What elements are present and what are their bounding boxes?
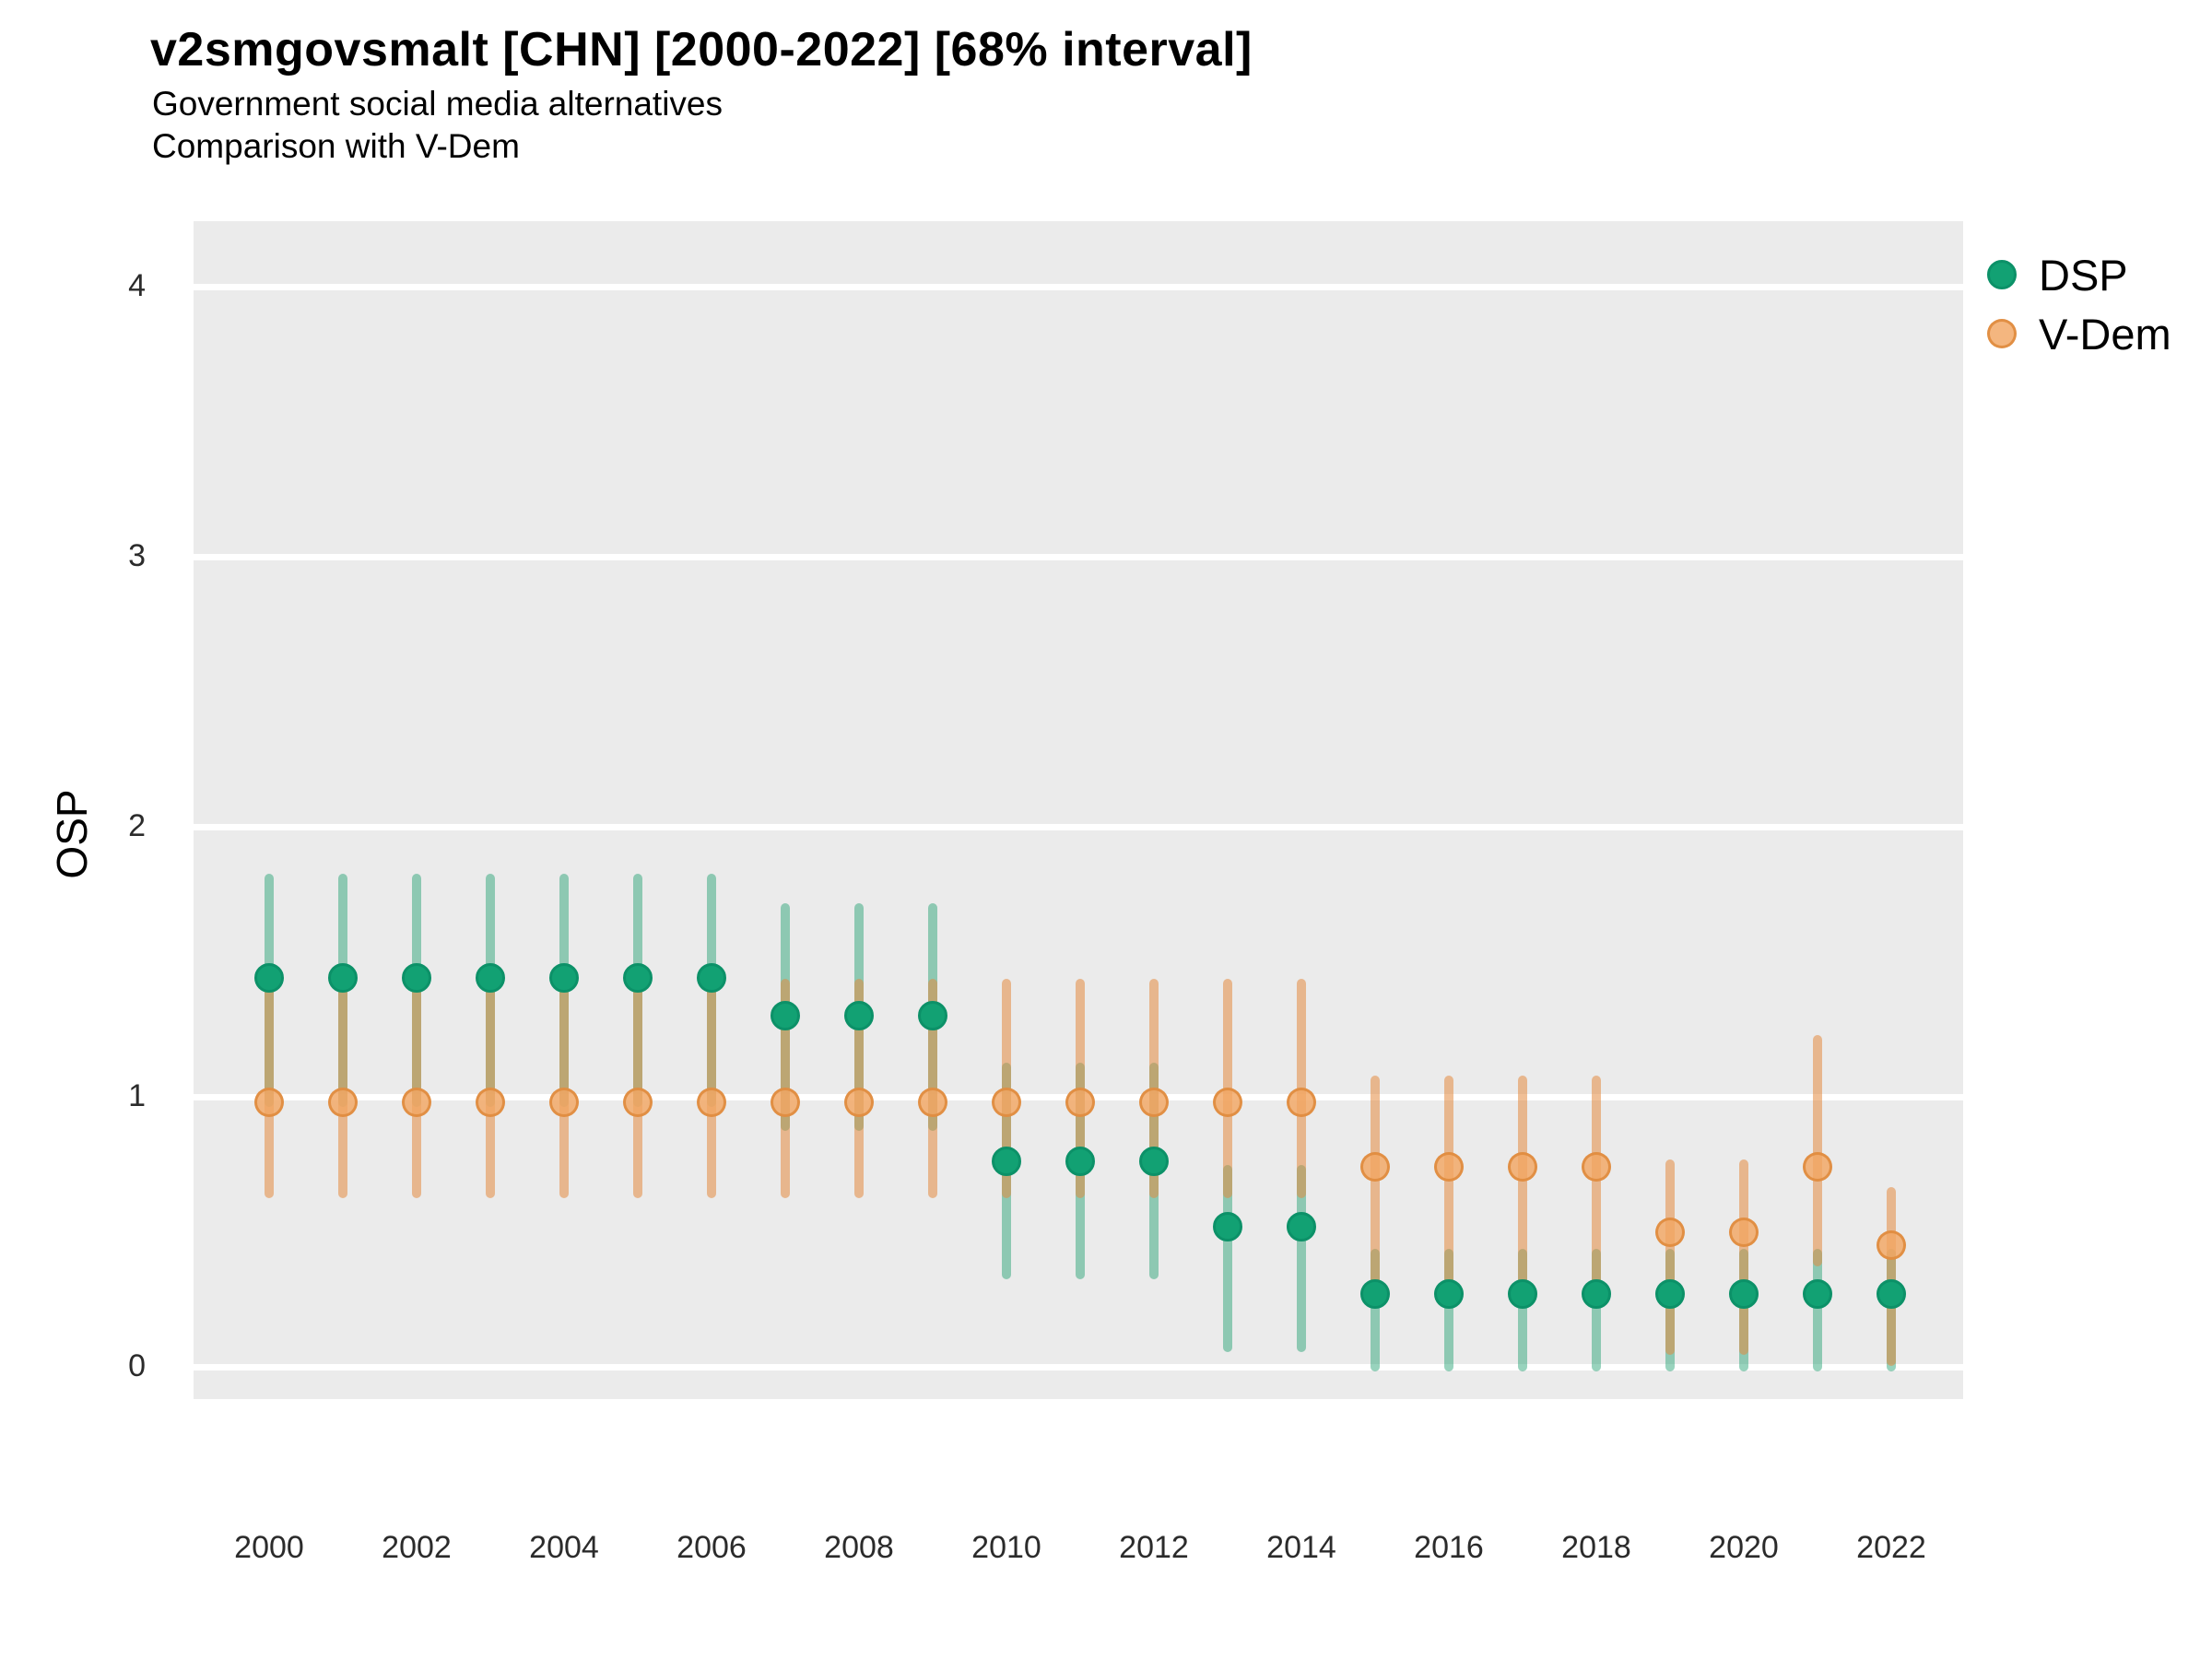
ci-line-dsp: [1297, 1165, 1306, 1353]
point-dsp: [1582, 1278, 1611, 1309]
x-tick-label-2006: 2006: [677, 1530, 747, 1565]
point-vdem: [1434, 1152, 1464, 1182]
chart-title: v2smgovsmalt [CHN] [2000-2022] [68% inte…: [150, 23, 1253, 76]
point-vdem: [1508, 1152, 1537, 1182]
point-vdem: [1655, 1217, 1685, 1247]
point-dsp: [1213, 1211, 1242, 1241]
x-tick-label-2020: 2020: [1709, 1530, 1779, 1565]
point-vdem: [1139, 1087, 1169, 1117]
gridline-y-3: [194, 553, 1963, 560]
x-tick-label-2008: 2008: [824, 1530, 894, 1565]
point-vdem: [549, 1087, 579, 1117]
point-vdem: [623, 1087, 653, 1117]
ci-line-vdem: [1371, 1076, 1380, 1291]
ci-line-dsp: [1518, 1248, 1527, 1371]
point-vdem: [1582, 1152, 1611, 1182]
point-dsp: [1360, 1278, 1390, 1309]
ci-line-dsp: [1813, 1248, 1822, 1371]
ci-line-vdem: [1444, 1076, 1453, 1291]
point-dsp: [992, 1147, 1021, 1177]
point-vdem: [697, 1087, 726, 1117]
point-vdem: [918, 1087, 947, 1117]
point-vdem: [771, 1087, 800, 1117]
x-tick-label-2010: 2010: [971, 1530, 1041, 1565]
point-dsp: [623, 963, 653, 994]
plot-panel: [194, 221, 1963, 1399]
ci-line-vdem: [1518, 1076, 1527, 1291]
legend-item-vdem: V-Dem: [1987, 304, 2171, 363]
point-vdem: [1065, 1087, 1095, 1117]
x-tick-label-2022: 2022: [1856, 1530, 1926, 1565]
point-vdem: [254, 1087, 284, 1117]
chart-subtitle-line-2: Comparison with V-Dem: [152, 127, 520, 165]
x-tick-label-2014: 2014: [1266, 1530, 1336, 1565]
point-dsp: [1877, 1278, 1906, 1309]
ci-line-vdem: [1887, 1186, 1896, 1367]
legend-label-vdem: V-Dem: [2039, 309, 2171, 359]
point-dsp: [549, 963, 579, 994]
point-dsp: [254, 963, 284, 994]
point-vdem: [1729, 1217, 1759, 1247]
point-vdem: [1287, 1087, 1316, 1117]
gridline-y-4: [194, 283, 1963, 290]
point-vdem: [992, 1087, 1021, 1117]
chart-subtitle-line-1: Government social media alternatives: [152, 85, 724, 123]
y-tick-label-3: 3: [128, 538, 146, 573]
ci-line-vdem: [1665, 1159, 1675, 1356]
point-vdem: [476, 1087, 505, 1117]
x-tick-label-2018: 2018: [1561, 1530, 1631, 1565]
point-dsp: [844, 1001, 874, 1031]
point-dsp: [918, 1001, 947, 1031]
point-vdem: [1877, 1230, 1906, 1261]
vdem-point-icon: [1987, 319, 2017, 348]
point-vdem: [402, 1087, 431, 1117]
y-tick-label-4: 4: [128, 268, 146, 303]
ci-line-dsp: [1444, 1248, 1453, 1371]
ci-line-vdem: [1813, 1035, 1822, 1266]
legend: DSP V-Dem: [1987, 245, 2171, 363]
y-tick-label-2: 2: [128, 808, 146, 843]
point-dsp: [1655, 1278, 1685, 1309]
point-vdem: [1213, 1087, 1242, 1117]
point-dsp: [1729, 1278, 1759, 1309]
point-dsp: [328, 963, 358, 994]
point-dsp: [1139, 1147, 1169, 1177]
ci-line-dsp: [1223, 1165, 1232, 1353]
point-dsp: [1065, 1147, 1095, 1177]
dsp-point-icon: [1987, 260, 2017, 289]
x-tick-label-2012: 2012: [1119, 1530, 1189, 1565]
point-dsp: [697, 963, 726, 994]
point-dsp: [1287, 1211, 1316, 1241]
point-dsp: [771, 1001, 800, 1031]
gridline-y-2: [194, 823, 1963, 830]
ci-line-vdem: [1592, 1076, 1601, 1291]
ci-line-vdem: [1739, 1159, 1748, 1356]
point-dsp: [1803, 1278, 1832, 1309]
x-tick-label-2000: 2000: [234, 1530, 304, 1565]
ci-line-dsp: [1592, 1248, 1601, 1371]
point-vdem: [1803, 1152, 1832, 1182]
gridline-y-0: [194, 1363, 1963, 1371]
point-vdem: [1360, 1152, 1390, 1182]
ci-line-dsp: [1371, 1248, 1380, 1371]
legend-label-dsp: DSP: [2039, 250, 2128, 300]
point-dsp: [1508, 1278, 1537, 1309]
x-tick-label-2002: 2002: [382, 1530, 452, 1565]
x-tick-label-2016: 2016: [1414, 1530, 1484, 1565]
legend-item-dsp: DSP: [1987, 245, 2171, 304]
point-dsp: [402, 963, 431, 994]
y-tick-label-1: 1: [128, 1078, 146, 1113]
point-vdem: [844, 1087, 874, 1117]
point-vdem: [328, 1087, 358, 1117]
point-dsp: [1434, 1278, 1464, 1309]
point-dsp: [476, 963, 505, 994]
x-tick-label-2004: 2004: [529, 1530, 599, 1565]
y-tick-label-0: 0: [128, 1348, 146, 1383]
